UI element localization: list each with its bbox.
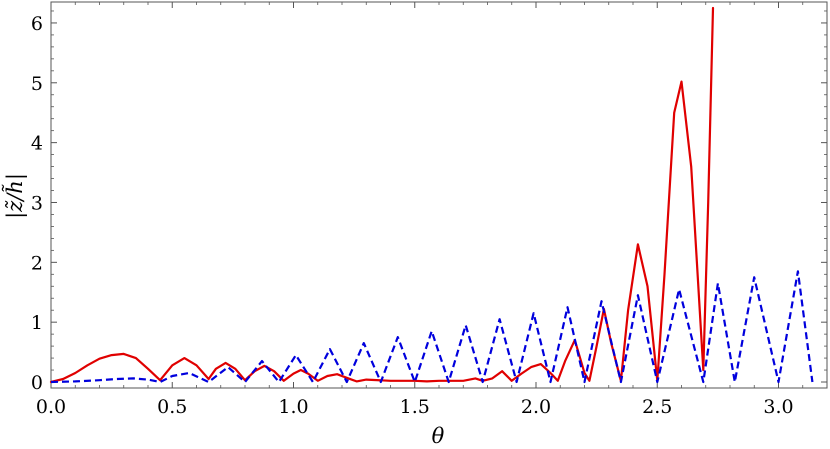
x-tick-label: 1.0 (278, 396, 308, 418)
x-tick-label: 3.0 (763, 396, 793, 418)
axis-ticks: 0.0 0.5 1.0 1.5 2.0 2.5 3.0 0 1 2 3 4 5 6 (31, 2, 828, 418)
y-tick-label: 3 (31, 192, 43, 214)
x-tick-label: 1.5 (400, 396, 430, 418)
y-tick-label: 0 (31, 372, 43, 394)
x-tick-label: 0.5 (157, 396, 187, 418)
y-axis-title: |z̃/h̃| (2, 173, 28, 219)
x-tick-label: 2.0 (521, 396, 551, 418)
y-tick-label: 5 (31, 73, 43, 95)
x-axis-title: θ (432, 424, 445, 448)
y-tick-label: 4 (31, 133, 43, 155)
x-tick-label: 0.0 (36, 396, 66, 418)
dashed-series-line (50, 270, 814, 384)
x-tick-label: 2.5 (642, 396, 672, 418)
y-tick-label: 2 (31, 252, 43, 274)
series-layer (49, 6, 814, 384)
solid-series-line (49, 6, 715, 384)
y-tick-label: 1 (31, 312, 43, 334)
y-tick-label: 6 (31, 13, 43, 35)
